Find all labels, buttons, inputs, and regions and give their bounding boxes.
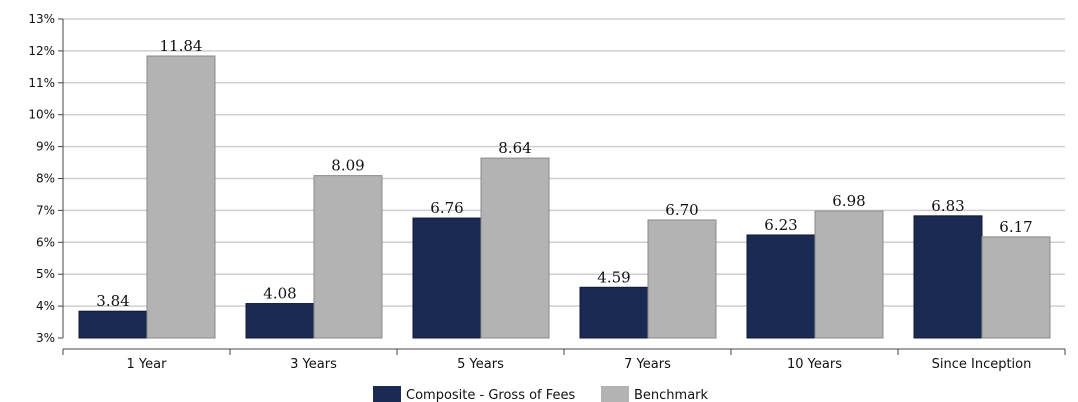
legend-label: Composite - Gross of Fees xyxy=(406,388,576,402)
x-tick-label: 1 Year xyxy=(127,357,168,372)
bar-value-label: 4.59 xyxy=(597,268,630,286)
bars: 3.84 11.84 4.08 8.09 6.76 8.64 4.59 6.70 6.23 6.9… xyxy=(78,37,1051,339)
y-tick-label: 11% xyxy=(28,76,55,90)
bar-value-label: 3.84 xyxy=(96,292,129,310)
bar-composite xyxy=(913,215,983,339)
y-tick-label: 8% xyxy=(36,172,55,186)
bar-benchmark xyxy=(981,236,1051,339)
bar-value-label: 6.76 xyxy=(430,199,463,217)
x-tick-label: 3 Years xyxy=(290,357,337,372)
y-tick-label: 10% xyxy=(28,108,55,122)
gridlines xyxy=(63,18,1065,307)
bar-value-label: 4.08 xyxy=(263,285,296,303)
x-tick-label: 10 Years xyxy=(787,357,842,372)
y-tick-label: 3% xyxy=(36,331,55,345)
legend-swatch xyxy=(373,386,401,402)
bar-composite xyxy=(412,217,482,339)
y-tick-label: 7% xyxy=(36,203,55,217)
bar-value-label: 11.84 xyxy=(160,37,203,55)
legend: Composite - Gross of Fees Benchmark xyxy=(373,386,709,402)
bar-benchmark xyxy=(480,157,550,339)
bar-benchmark xyxy=(647,219,717,339)
bar-value-label: 8.09 xyxy=(331,157,364,175)
y-tick-label: 6% xyxy=(36,235,55,249)
y-tick-label: 12% xyxy=(28,44,55,58)
legend-swatch xyxy=(601,386,629,402)
bar-composite xyxy=(746,234,816,339)
x-tick-label: 5 Years xyxy=(457,357,504,372)
bar-value-label: 6.70 xyxy=(665,201,698,219)
bar-benchmark xyxy=(313,175,383,339)
bar-value-label: 6.23 xyxy=(764,216,797,234)
y-axis: 3% 4% 5% 6% 7% 8% 9% 10% 11% 12% 13% xyxy=(28,12,64,345)
x-tick-label: 7 Years xyxy=(624,357,671,372)
bar-composite xyxy=(78,310,148,339)
bar-benchmark xyxy=(814,210,884,339)
y-tick-label: 5% xyxy=(36,267,55,281)
x-tick-label: Since Inception xyxy=(932,357,1032,372)
bar-value-label: 6.83 xyxy=(931,197,964,215)
y-tick-label: 4% xyxy=(36,299,55,313)
bar-composite xyxy=(245,303,315,339)
x-axis: 1 Year 3 Years 5 Years 7 Years 10 Years Since… xyxy=(62,348,1066,372)
bar-value-label: 8.64 xyxy=(498,139,531,157)
y-tick-label: 9% xyxy=(36,140,55,154)
bar-benchmark xyxy=(146,55,216,339)
bar-value-label: 6.98 xyxy=(832,192,865,210)
y-tick-label: 13% xyxy=(28,12,55,26)
legend-label: Benchmark xyxy=(634,388,709,402)
bar-value-label: 6.17 xyxy=(999,218,1032,236)
bar-composite xyxy=(579,286,649,339)
